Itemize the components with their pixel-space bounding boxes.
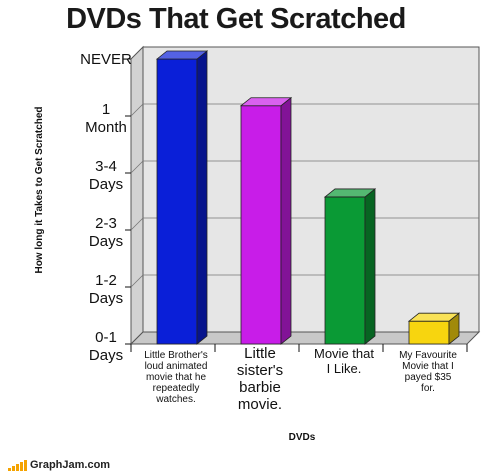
bar-top: [407, 312, 461, 322]
bar-top: [155, 50, 209, 60]
y-tick-label: Days: [89, 176, 123, 193]
bar-side: [280, 96, 292, 345]
x-tick-label: for.: [421, 383, 435, 394]
y-tick-label: Days: [89, 233, 123, 250]
chart-title: DVDs That Get Scratched: [66, 3, 406, 35]
x-tick-label: Movie that I: [402, 361, 454, 372]
bar-front: [324, 196, 366, 345]
y-tick-label: NEVER: [80, 51, 132, 68]
x-tick-label: movie that he: [146, 372, 206, 383]
x-tick-label: movie.: [238, 396, 282, 413]
y-tick-label: 1: [102, 101, 110, 118]
plot-side-wall: [130, 45, 144, 346]
bars: [155, 50, 461, 345]
brand-name: GraphJam.com: [30, 459, 111, 471]
grid-line: [130, 160, 144, 174]
y-tick-label: Days: [89, 290, 123, 307]
x-tick-label: barbie: [239, 379, 281, 396]
bar: [239, 96, 293, 345]
plot-area: [129, 45, 481, 346]
bar-top: [239, 97, 293, 107]
x-tick-label: Little: [244, 345, 276, 362]
grid-line: [130, 274, 144, 288]
bar-front: [156, 58, 198, 345]
x-tick-label: Little Brother's: [144, 350, 208, 361]
y-tick-label: 3-4: [95, 158, 117, 175]
x-tick-label: loud animated: [145, 361, 208, 372]
y-tick-label: 0-1: [95, 329, 117, 346]
bar-top: [323, 188, 377, 198]
x-tick-label: watches.: [155, 394, 195, 405]
y-tick-label: Days: [89, 347, 123, 364]
y-axis-label: How long it Takes to Get Scratched: [34, 106, 45, 273]
bar: [323, 188, 377, 345]
x-tick-label: My Favourite: [399, 350, 457, 361]
x-tick-label: Movie that: [314, 346, 374, 361]
x-axis-label: DVDs: [289, 432, 316, 443]
bar-chart-logo-icon: [8, 459, 27, 471]
y-tick-label: Month: [85, 119, 127, 136]
y-tick-label: 2-3: [95, 215, 117, 232]
graphjam-brand: GraphJam.com: [8, 455, 110, 471]
bar-front: [240, 105, 282, 345]
bar: [407, 312, 461, 345]
y-tick-label: 1-2: [95, 272, 117, 289]
x-tick-label: repeatedly: [153, 383, 200, 394]
bar-side: [196, 50, 208, 345]
bar-side: [364, 188, 376, 345]
bar: [155, 50, 209, 345]
x-tick-label: payed $35: [405, 372, 452, 383]
x-tick-label: I Like.: [327, 361, 362, 376]
bar-front: [408, 320, 450, 345]
x-tick-label: sister's: [237, 362, 283, 379]
grid-line: [130, 217, 144, 231]
grid-line: [130, 103, 144, 117]
